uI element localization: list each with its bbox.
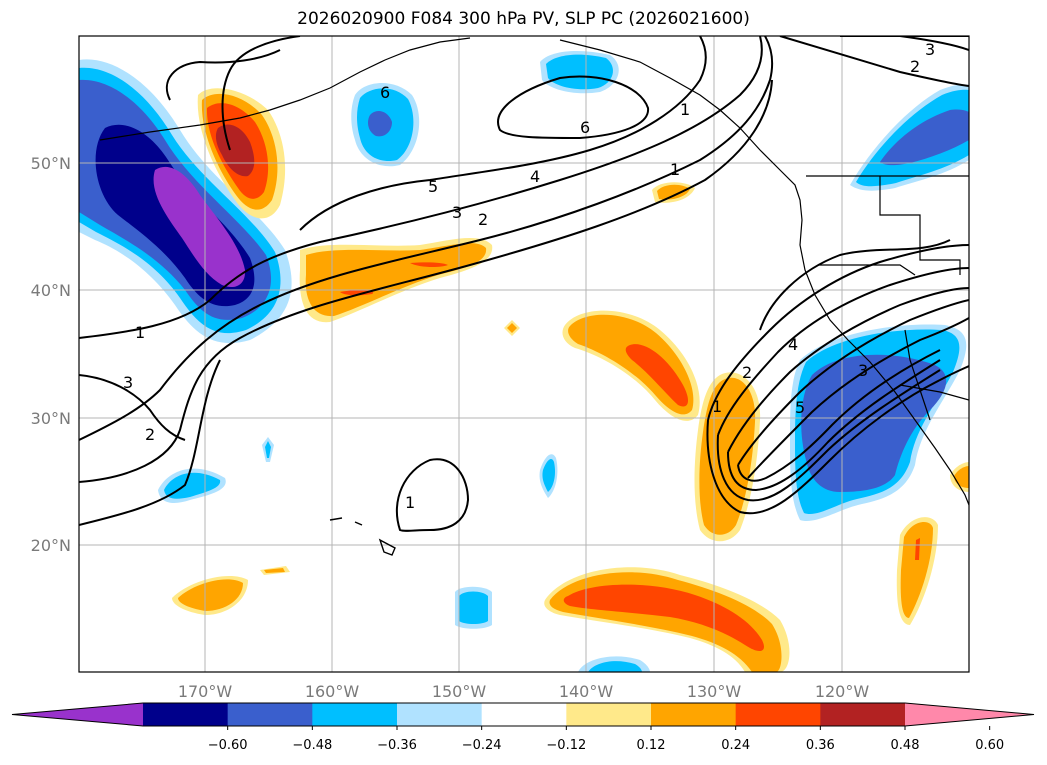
lon-label: 170°W [178, 682, 233, 701]
pv-shading [79, 50, 969, 672]
colorbar-segment [820, 703, 906, 726]
colorbar-tick-label: 0.24 [721, 738, 750, 753]
contour-label: 1 [405, 493, 415, 512]
contour-label: 6 [580, 118, 590, 137]
contour-label: 4 [530, 167, 540, 186]
contour-label: 3 [858, 361, 868, 380]
colorbar-tick-label: 0.48 [891, 738, 920, 753]
colorbar-extend-min [12, 703, 143, 726]
colorbar-tick-label: 0.12 [637, 738, 666, 753]
colorbar-segment [397, 703, 483, 726]
contour-label: 1 [670, 160, 680, 179]
contour-label: 3 [452, 203, 462, 222]
lon-label: 150°W [432, 682, 487, 701]
colorbar-tick-label: 0.36 [806, 738, 835, 753]
contour-label: 6 [380, 83, 390, 102]
map-title: 2026020900 F084 300 hPa PV, SLP PC (2026… [297, 9, 750, 29]
lon-label: 160°W [305, 682, 360, 701]
contour-label: 1 [135, 323, 145, 342]
longitude-labels: 170°W 160°W 150°W 140°W 130°W 120°W [178, 682, 870, 701]
slp-contours [79, 36, 969, 532]
colorbar-tick-label: 0.60 [975, 738, 1004, 753]
contour-label: 3 [925, 40, 935, 59]
contour-labels: 1 2 3 4 5 6 1 2 3 4 5 1 2 3 6 3 2 1 1 [123, 40, 935, 512]
contour-label: 2 [742, 363, 752, 382]
lon-label: 140°W [559, 682, 614, 701]
contour-label: 1 [680, 100, 690, 119]
colorbar-outline [11, 702, 1035, 727]
contour-label: 5 [428, 177, 438, 196]
contour-label: 3 [123, 373, 133, 392]
latitude-labels: 50°N 40°N 30°N 20°N [31, 154, 71, 555]
lon-label: 120°W [815, 682, 870, 701]
lat-label: 30°N [31, 409, 71, 428]
colorbar-tick-label: −0.48 [292, 738, 332, 753]
colorbar-segment [143, 703, 229, 726]
lon-label: 130°W [687, 682, 742, 701]
colorbar-segment [566, 703, 652, 726]
contour-label: 2 [910, 57, 920, 76]
colorbar-segment [227, 703, 313, 726]
colorbar-segment [735, 703, 821, 726]
contour-label: 1 [712, 397, 722, 416]
colorbar-tick-label: −0.24 [462, 738, 502, 753]
colorbar-ticks: −0.60 −0.48 −0.36 −0.24 −0.12 0.12 0.24 0.36 0.4… [208, 726, 1004, 753]
lat-label: 40°N [31, 281, 71, 300]
colorbar-tick-label: −0.12 [546, 738, 586, 753]
colorbar-tick-label: −0.36 [377, 738, 417, 753]
contour-label: 2 [145, 425, 155, 444]
colorbar-segment [481, 703, 567, 726]
colorbar-segment [651, 703, 737, 726]
contour-label: 5 [795, 398, 805, 417]
colorbar-segment [312, 703, 398, 726]
gridlines [79, 36, 969, 672]
colorbar-tick-label: −0.60 [208, 738, 248, 753]
lat-label: 50°N [31, 154, 71, 173]
contour-label: 2 [478, 210, 488, 229]
colorbar [11, 702, 1035, 727]
map-frame [78, 35, 970, 673]
colorbar-extend-max [905, 703, 1034, 726]
lat-label: 20°N [31, 536, 71, 555]
coastlines [99, 37, 969, 556]
contour-label: 4 [788, 335, 798, 354]
